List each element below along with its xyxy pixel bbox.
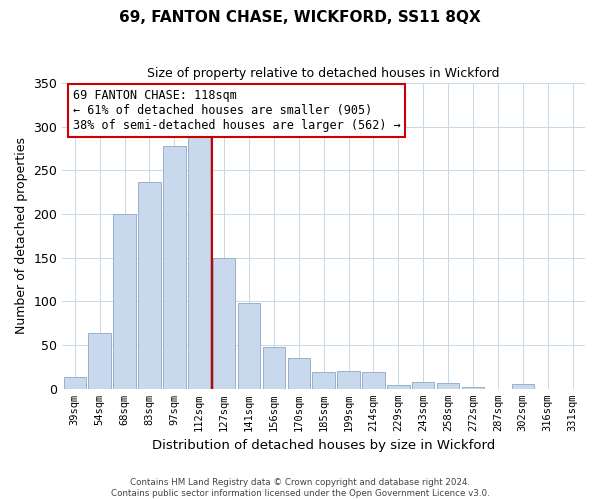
Title: Size of property relative to detached houses in Wickford: Size of property relative to detached ho…: [148, 68, 500, 80]
Bar: [213, 258, 235, 389]
Bar: [138, 182, 161, 389]
Bar: [512, 384, 534, 389]
Text: Contains HM Land Registry data © Crown copyright and database right 2024.
Contai: Contains HM Land Registry data © Crown c…: [110, 478, 490, 498]
Bar: [238, 303, 260, 389]
Bar: [362, 372, 385, 389]
Bar: [188, 134, 211, 389]
Text: 69 FANTON CHASE: 118sqm
← 61% of detached houses are smaller (905)
38% of semi-d: 69 FANTON CHASE: 118sqm ← 61% of detache…: [73, 89, 400, 132]
Bar: [313, 372, 335, 389]
Bar: [462, 387, 484, 389]
Bar: [337, 372, 360, 389]
Bar: [437, 382, 460, 389]
Bar: [163, 146, 185, 389]
X-axis label: Distribution of detached houses by size in Wickford: Distribution of detached houses by size …: [152, 440, 495, 452]
Bar: [64, 378, 86, 389]
Bar: [88, 333, 111, 389]
Bar: [113, 214, 136, 389]
Bar: [412, 382, 434, 389]
Bar: [387, 386, 410, 389]
Bar: [287, 358, 310, 389]
Bar: [263, 347, 285, 389]
Y-axis label: Number of detached properties: Number of detached properties: [15, 138, 28, 334]
Text: 69, FANTON CHASE, WICKFORD, SS11 8QX: 69, FANTON CHASE, WICKFORD, SS11 8QX: [119, 10, 481, 25]
